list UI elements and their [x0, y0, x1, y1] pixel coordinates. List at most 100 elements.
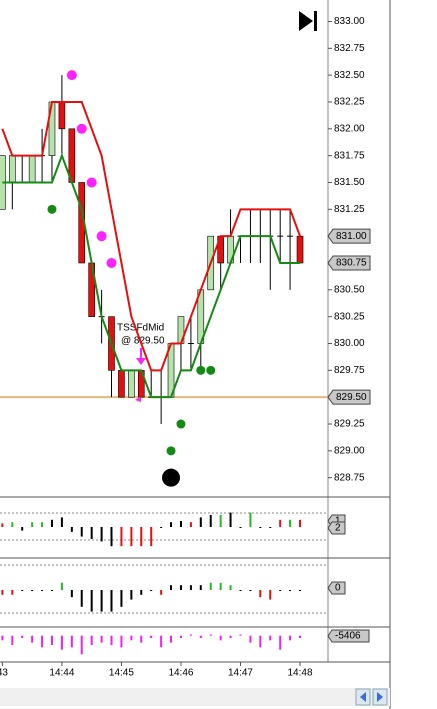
value-label: 0 — [335, 583, 341, 594]
signal-dot — [166, 446, 176, 456]
y-tick-label: 831.75 — [334, 150, 365, 161]
signal-dot — [76, 123, 87, 134]
indicator-bar — [70, 635, 73, 648]
x-tick-label: 14:48 — [288, 668, 313, 679]
indicator-bar — [21, 527, 24, 531]
indicator-bar — [179, 585, 182, 590]
signal-dot — [106, 257, 117, 268]
indicator-bar — [11, 522, 14, 527]
indicator-bar — [179, 635, 182, 638]
price-label: 830.75 — [336, 258, 367, 269]
indicator-line — [2, 152, 301, 399]
indicator-bar — [50, 590, 53, 591]
indicator-bar — [289, 519, 292, 527]
indicator-bar — [269, 527, 272, 528]
y-tick-label: 832.00 — [334, 123, 365, 134]
indicator-bar — [120, 527, 123, 547]
indicator-bar — [219, 582, 222, 590]
indicator-bar — [199, 585, 202, 590]
indicator-bar — [209, 634, 212, 636]
scrollbar[interactable] — [0, 688, 390, 706]
indicator-bar — [160, 590, 163, 595]
indicator-bar — [130, 590, 133, 600]
signal-dot — [47, 204, 57, 214]
value-label: -5406 — [335, 631, 361, 642]
indicator-bar — [41, 590, 44, 591]
indicator-bar — [130, 527, 133, 547]
indicator-bar — [189, 522, 192, 527]
y-tick-label: 830.50 — [334, 284, 365, 295]
indicator-bar — [110, 527, 113, 547]
indicator-bar — [150, 635, 153, 638]
indicator-bar — [299, 635, 302, 638]
indicator-bar — [269, 590, 272, 600]
value-label: 2 — [335, 523, 341, 534]
indicator-bar — [170, 585, 173, 590]
indicator-bar — [289, 590, 292, 591]
indicator-bar — [50, 519, 53, 527]
scroll-left-icon[interactable] — [360, 692, 366, 702]
y-tick-label: 832.50 — [334, 70, 365, 81]
scroll-right-icon[interactable] — [377, 692, 383, 702]
candle-body — [9, 155, 16, 183]
price-label: 829.50 — [336, 392, 367, 403]
indicator-bar — [219, 515, 222, 527]
indicator-bar — [239, 527, 242, 528]
play-bar[interactable] — [314, 11, 317, 31]
indicator-bar — [1, 635, 4, 641]
price-label: 831.00 — [336, 231, 367, 242]
indicator-bar — [41, 635, 44, 648]
indicator-bar — [229, 512, 232, 527]
annotation-arrowhead — [136, 358, 146, 365]
signal-dot — [196, 365, 206, 375]
indicator-bar — [189, 585, 192, 590]
indicator-bar — [31, 635, 34, 643]
indicator-bar — [160, 527, 163, 528]
indicator-bar — [140, 635, 143, 643]
indicator-bar — [239, 634, 242, 636]
candle-body — [128, 370, 135, 398]
y-tick-label: 830.00 — [334, 338, 365, 349]
y-tick-label: 828.75 — [334, 472, 365, 483]
indicator-bar — [90, 527, 93, 539]
indicator-bar — [120, 635, 123, 648]
signal-dot — [162, 468, 181, 487]
indicator-line — [1, 100, 301, 372]
indicator-bar — [229, 635, 232, 638]
x-tick-label: 43 — [0, 668, 8, 679]
indicator-bar — [70, 590, 73, 598]
indicator-bar — [259, 590, 262, 598]
y-tick-label: 831.25 — [334, 204, 365, 215]
indicator-bar — [60, 582, 63, 590]
indicator-bar — [80, 590, 83, 607]
candle-body — [58, 101, 66, 130]
indicator-bar — [259, 635, 262, 648]
indicator-bar — [299, 590, 302, 591]
indicator-bar — [239, 590, 242, 591]
indicator-bar — [80, 635, 83, 655]
signal-dot — [206, 365, 216, 375]
indicator-bar — [279, 635, 282, 650]
price-label-box — [327, 228, 371, 244]
indicator-bar — [179, 521, 182, 527]
indicator-bar — [11, 635, 14, 645]
indicator-bar — [229, 585, 232, 590]
x-tick-label: 14:46 — [168, 668, 193, 679]
candle-body — [118, 370, 125, 398]
play-icon[interactable] — [299, 11, 313, 31]
indicator-bar — [31, 590, 34, 591]
indicator-bar — [90, 635, 93, 645]
y-tick-label: 832.75 — [334, 43, 365, 54]
indicator-bar — [70, 527, 73, 532]
candle-body — [296, 235, 304, 264]
indicator-bar — [150, 590, 153, 591]
indicator-bar — [289, 635, 292, 641]
indicator-bar — [31, 522, 34, 527]
play-button[interactable] — [299, 11, 317, 31]
indicator-bar — [249, 590, 252, 591]
indicator-bar — [80, 527, 83, 537]
value-label: 1 — [335, 516, 341, 527]
indicator-bar — [11, 590, 14, 595]
indicator-bar — [199, 635, 202, 638]
